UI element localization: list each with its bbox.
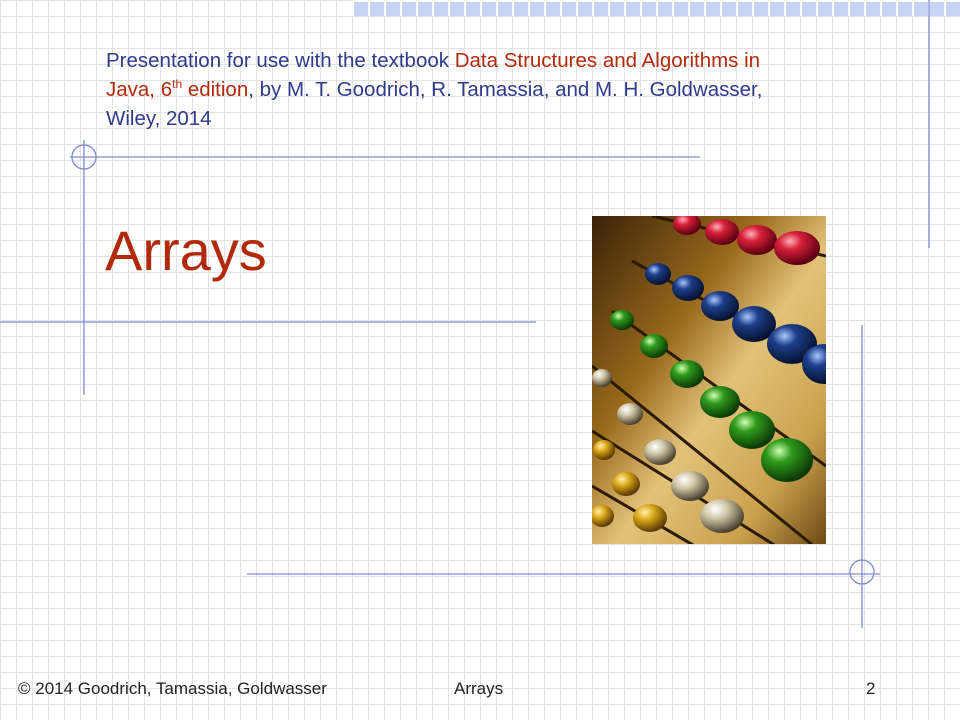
footer-topic: Arrays bbox=[454, 679, 504, 698]
slide-title: Arrays bbox=[105, 219, 267, 282]
slide-subtitle: Presentation for use with the textbook D… bbox=[106, 46, 806, 133]
footer-page-number: 2 bbox=[866, 679, 876, 698]
top-grid-band bbox=[352, 0, 960, 16]
abacus-image bbox=[592, 216, 826, 544]
edition-word: edition bbox=[182, 78, 249, 101]
subtitle-suffix: , by M. T. Goodrich, R. Tamassia, and M.… bbox=[106, 78, 763, 130]
footer-copyright: © 2014 Goodrich, Tamassia, Goldwasser bbox=[18, 679, 327, 698]
edition-superscript: th bbox=[172, 77, 183, 92]
book-title-text: Data Structures and Algorithms in Java, … bbox=[106, 49, 761, 101]
book-title: Data Structures and Algorithms in Java, … bbox=[106, 49, 760, 101]
subtitle-prefix: Presentation for use with the textbook bbox=[106, 49, 455, 72]
